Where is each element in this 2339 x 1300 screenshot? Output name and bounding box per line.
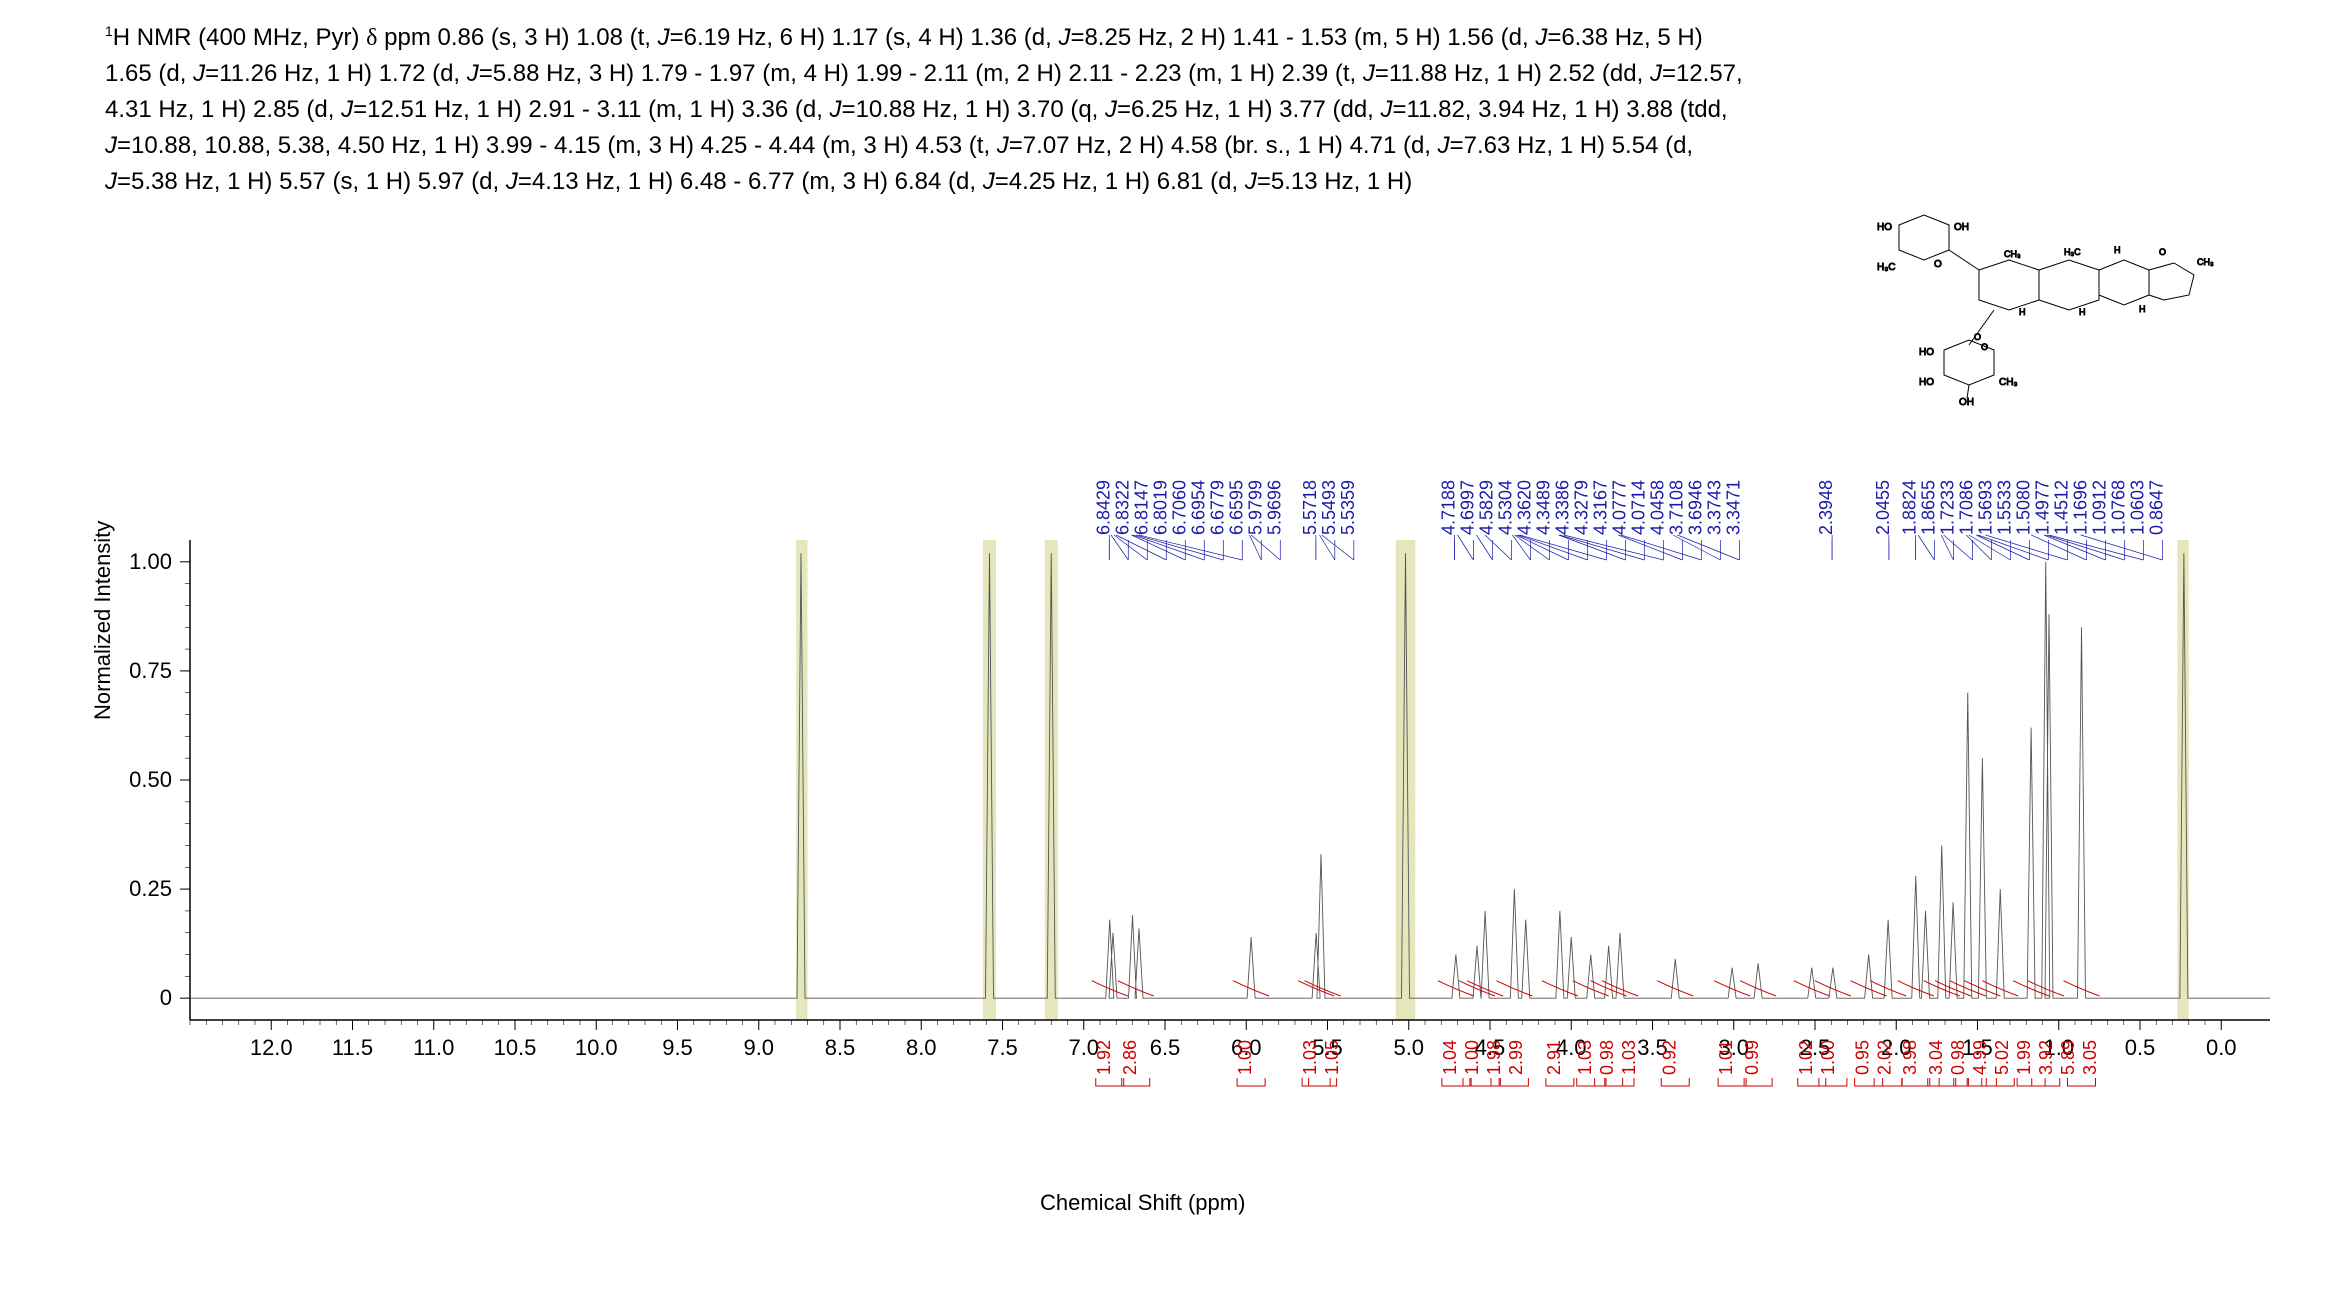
svg-text:1.98: 1.98 (1484, 1040, 1504, 1075)
svg-text:4.99: 4.99 (1970, 1040, 1990, 1075)
svg-text:3.7108: 3.7108 (1666, 480, 1686, 535)
svg-text:4.3620: 4.3620 (1514, 480, 1534, 535)
svg-text:1.00: 1.00 (1818, 1040, 1838, 1075)
svg-text:5.9799: 5.9799 (1245, 480, 1265, 535)
svg-text:0.8647: 0.8647 (2146, 480, 2166, 535)
svg-text:0.95: 0.95 (1853, 1040, 1873, 1075)
svg-text:1.8655: 1.8655 (1918, 480, 1938, 535)
svg-text:10.0: 10.0 (575, 1035, 618, 1060)
svg-text:0.25: 0.25 (129, 876, 172, 901)
svg-text:0.50: 0.50 (129, 767, 172, 792)
svg-text:1.4977: 1.4977 (2032, 480, 2052, 535)
svg-text:6.6779: 6.6779 (1207, 480, 1227, 535)
svg-text:11.0: 11.0 (413, 1035, 454, 1060)
svg-text:2.91: 2.91 (1544, 1040, 1564, 1075)
svg-text:1.4512: 1.4512 (2051, 480, 2071, 535)
svg-text:5.5493: 5.5493 (1319, 480, 1339, 535)
svg-text:6.8429: 6.8429 (1093, 480, 1113, 535)
svg-text:5.89: 5.89 (2058, 1040, 2078, 1075)
svg-text:1.0912: 1.0912 (2089, 480, 2109, 535)
svg-text:4.0458: 4.0458 (1647, 480, 1667, 535)
svg-text:3.04: 3.04 (1926, 1040, 1946, 1075)
svg-text:6.8019: 6.8019 (1150, 480, 1170, 535)
svg-text:1.8824: 1.8824 (1899, 480, 1919, 535)
svg-text:1.04: 1.04 (1440, 1040, 1460, 1075)
svg-text:0.0: 0.0 (2206, 1035, 2237, 1060)
svg-text:6.5: 6.5 (1150, 1035, 1181, 1060)
svg-text:4.7188: 4.7188 (1438, 480, 1458, 535)
svg-text:1.5080: 1.5080 (2013, 480, 2033, 535)
svg-text:5.02: 5.02 (1992, 1040, 2012, 1075)
svg-text:12.0: 12.0 (250, 1035, 293, 1060)
svg-text:8.0: 8.0 (906, 1035, 937, 1060)
svg-text:0.92: 0.92 (1659, 1040, 1679, 1075)
svg-text:1.05: 1.05 (1322, 1040, 1342, 1075)
svg-text:2.86: 2.86 (1120, 1040, 1140, 1075)
svg-text:6.7060: 6.7060 (1169, 480, 1189, 535)
svg-text:10.5: 10.5 (494, 1035, 537, 1060)
svg-text:5.5718: 5.5718 (1300, 480, 1320, 535)
svg-text:1.03: 1.03 (1575, 1040, 1595, 1075)
svg-text:2.02: 2.02 (1875, 1040, 1895, 1075)
svg-text:1.7086: 1.7086 (1956, 480, 1976, 535)
svg-text:0.75: 0.75 (129, 658, 172, 683)
svg-text:0.99: 0.99 (1742, 1040, 1762, 1075)
svg-text:1.0603: 1.0603 (2127, 480, 2147, 535)
svg-text:1.03: 1.03 (1619, 1040, 1639, 1075)
svg-text:3.3743: 3.3743 (1704, 480, 1724, 535)
svg-text:3.3471: 3.3471 (1723, 480, 1743, 535)
nmr-spectrum-chart: 12.011.511.010.510.09.59.08.58.07.57.06.… (0, 0, 2339, 1300)
svg-text:5.5359: 5.5359 (1338, 480, 1358, 535)
svg-text:2.99: 2.99 (1506, 1040, 1526, 1075)
svg-text:4.0714: 4.0714 (1628, 480, 1648, 535)
svg-text:1.00: 1.00 (1462, 1040, 1482, 1075)
svg-text:4.6997: 4.6997 (1457, 480, 1477, 535)
svg-text:5.0: 5.0 (1393, 1035, 1424, 1060)
svg-text:4.5304: 4.5304 (1495, 480, 1515, 535)
svg-text:3.92: 3.92 (2036, 1040, 2056, 1075)
svg-text:11.5: 11.5 (332, 1035, 373, 1060)
svg-text:9.5: 9.5 (662, 1035, 693, 1060)
svg-text:6.8147: 6.8147 (1131, 480, 1151, 535)
svg-text:4.5829: 4.5829 (1476, 480, 1496, 535)
svg-text:1.00: 1.00 (1235, 1040, 1255, 1075)
svg-text:4.3489: 4.3489 (1533, 480, 1553, 535)
svg-text:3.98: 3.98 (1900, 1040, 1920, 1075)
svg-text:1.0768: 1.0768 (2108, 480, 2128, 535)
svg-text:3.6946: 3.6946 (1685, 480, 1705, 535)
svg-text:1.5533: 1.5533 (1994, 480, 2014, 535)
svg-text:0.5: 0.5 (2125, 1035, 2156, 1060)
svg-text:4.3279: 4.3279 (1571, 480, 1591, 535)
svg-text:1.99: 1.99 (2014, 1040, 2034, 1075)
svg-text:6.6595: 6.6595 (1226, 480, 1246, 535)
svg-text:5.9696: 5.9696 (1264, 480, 1284, 535)
svg-text:1.02: 1.02 (1796, 1040, 1816, 1075)
svg-text:4.0777: 4.0777 (1609, 480, 1629, 535)
svg-text:0.98: 0.98 (1948, 1040, 1968, 1075)
svg-text:0.98: 0.98 (1597, 1040, 1617, 1075)
svg-text:1.92: 1.92 (1094, 1040, 1114, 1075)
svg-text:2.3948: 2.3948 (1816, 480, 1836, 535)
svg-text:1.1696: 1.1696 (2070, 480, 2090, 535)
svg-text:1.5693: 1.5693 (1975, 480, 1995, 535)
svg-text:4.3386: 4.3386 (1552, 480, 1572, 535)
svg-text:1.03: 1.03 (1300, 1040, 1320, 1075)
svg-text:6.8322: 6.8322 (1112, 480, 1132, 535)
svg-text:1.01: 1.01 (1716, 1040, 1736, 1075)
svg-text:2.0455: 2.0455 (1873, 480, 1893, 535)
svg-text:3.05: 3.05 (2080, 1040, 2100, 1075)
svg-text:6.6954: 6.6954 (1188, 480, 1208, 535)
svg-text:1.00: 1.00 (129, 549, 172, 574)
svg-text:0: 0 (160, 985, 172, 1010)
svg-text:8.5: 8.5 (825, 1035, 856, 1060)
svg-text:9.0: 9.0 (743, 1035, 774, 1060)
svg-text:4.3167: 4.3167 (1590, 480, 1610, 535)
svg-text:7.5: 7.5 (987, 1035, 1018, 1060)
svg-text:1.7233: 1.7233 (1937, 480, 1957, 535)
